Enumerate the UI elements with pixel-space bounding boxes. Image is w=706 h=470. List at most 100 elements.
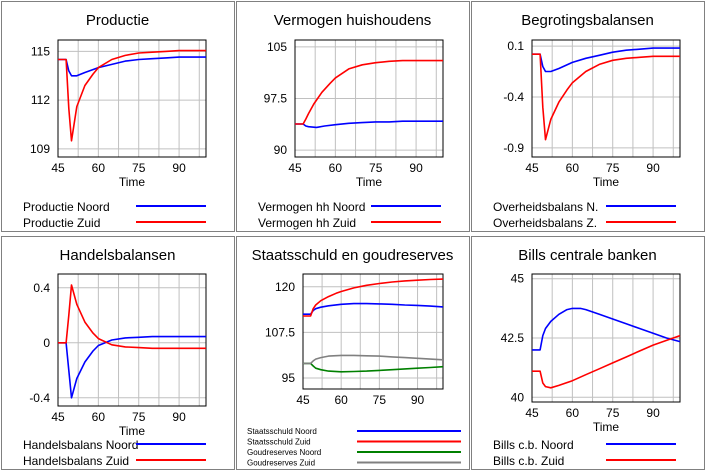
series-line-1 bbox=[58, 284, 206, 350]
legend-label: Staatsschuld Noord bbox=[247, 427, 317, 436]
x-tick-label: 90 bbox=[646, 161, 660, 175]
x-tick-label: 45 bbox=[288, 161, 302, 175]
x-tick-label: 60 bbox=[92, 410, 106, 424]
series-line-1 bbox=[532, 53, 680, 141]
x-tick-label: 45 bbox=[51, 410, 65, 424]
series-line-2 bbox=[303, 362, 444, 373]
chart-title: Productie bbox=[86, 12, 149, 29]
series-line-1 bbox=[58, 49, 206, 142]
plot-area bbox=[58, 274, 206, 406]
y-tick-label: 107.5 bbox=[265, 325, 295, 339]
legend-label: Overheidsbalans Z. bbox=[493, 216, 597, 230]
y-tick-label: 109 bbox=[30, 142, 50, 156]
x-tick-label: 90 bbox=[409, 161, 423, 175]
chart-title: Begrotingsbalansen bbox=[521, 12, 654, 29]
y-tick-label: 0.1 bbox=[507, 39, 524, 53]
x-tick-label: 75 bbox=[132, 161, 146, 175]
x-axis-label: Time bbox=[593, 175, 620, 189]
x-axis-label: Time bbox=[119, 424, 146, 438]
x-tick-label: 75 bbox=[606, 161, 620, 175]
y-tick-label: 0 bbox=[43, 336, 50, 350]
y-tick-label: 95 bbox=[282, 371, 296, 385]
x-tick-label: 60 bbox=[566, 406, 580, 420]
legend: Handelsbalans Noord Handelsbalans Zuid bbox=[23, 438, 206, 468]
legend: Bills c.b. Noord Bills c.b. Zuid bbox=[493, 438, 676, 468]
y-tick-label: 97.5 bbox=[264, 92, 288, 106]
x-tick-label: 45 bbox=[51, 161, 65, 175]
legend-label: Overheidsbalans N. bbox=[493, 200, 598, 214]
chart-title: Staatsschuld en goudreserves bbox=[252, 247, 454, 264]
y-tick-label: 42.5 bbox=[501, 331, 525, 345]
y-tick-label: 105 bbox=[267, 40, 287, 54]
plot-frame bbox=[294, 39, 444, 158]
series-line-0 bbox=[532, 47, 680, 73]
legend-label: Bills c.b. Noord bbox=[493, 438, 574, 452]
y-tick-label: 90 bbox=[274, 143, 288, 157]
y-tick-label: -0.4 bbox=[503, 90, 524, 104]
y-tick-label: 45 bbox=[511, 272, 525, 286]
legend-label: Vermogen hh Noord bbox=[258, 200, 365, 214]
chart-title: Handelsbalansen bbox=[60, 247, 176, 264]
plot-frame bbox=[57, 39, 207, 158]
x-axis-label: Time bbox=[593, 420, 620, 434]
x-tick-label: 90 bbox=[172, 161, 186, 175]
x-tick-label: 90 bbox=[172, 410, 186, 424]
legend-label: Goudreserves Zuid bbox=[247, 459, 315, 468]
x-tick-label: 45 bbox=[296, 393, 310, 407]
x-tick-label: 75 bbox=[606, 406, 620, 420]
plot-frame bbox=[531, 39, 681, 158]
series-line-1 bbox=[532, 334, 681, 389]
x-tick-label: 60 bbox=[566, 161, 580, 175]
y-tick-label: -0.4 bbox=[29, 391, 50, 405]
chart-panel-4: Staatsschuld en goudreserves 120 107.5 9545… bbox=[236, 236, 470, 470]
y-tick-label: 0.4 bbox=[33, 281, 50, 295]
legend: Productie Noord Productie Zuid bbox=[23, 200, 206, 230]
y-tick-label: 112 bbox=[31, 93, 50, 107]
x-tick-label: 45 bbox=[525, 161, 539, 175]
legend-label: Vermogen hh Zuid bbox=[258, 216, 356, 230]
legend-label: Goudreserves Noord bbox=[247, 448, 321, 457]
chart-panel-2: Begrotingsbalansen 0.1 -0.4 -0.945 60 75 90 Tim… bbox=[471, 1, 705, 232]
series-line-3 bbox=[303, 354, 444, 365]
y-tick-label: 40 bbox=[511, 390, 525, 404]
legend: Vermogen hh Noord Vermogen hh Zuid bbox=[258, 200, 441, 230]
series-line-0 bbox=[295, 120, 443, 129]
y-tick-label: 120 bbox=[275, 280, 295, 294]
chart-title: Vermogen huishoudens bbox=[274, 12, 432, 29]
y-tick-label: 115 bbox=[31, 44, 50, 58]
x-tick-label: 90 bbox=[646, 406, 660, 420]
legend-label: Handelsbalans Zuid bbox=[23, 454, 129, 468]
x-axis-label: Time bbox=[356, 175, 383, 189]
x-tick-label: 75 bbox=[369, 161, 383, 175]
plot-area bbox=[532, 40, 680, 157]
legend-label: Bills c.b. Zuid bbox=[493, 454, 564, 468]
series-line-0 bbox=[58, 335, 206, 399]
legend-label: Handelsbalans Noord bbox=[23, 438, 138, 452]
x-tick-label: 60 bbox=[92, 161, 106, 175]
legend-label: Productie Noord bbox=[23, 200, 110, 214]
plot-frame bbox=[531, 273, 681, 403]
legend: Overheidsbalans N. Overheidsbalans Z. bbox=[493, 200, 676, 230]
series-line-1 bbox=[295, 59, 443, 125]
legend-label: Staatsschuld Zuid bbox=[247, 438, 311, 447]
series-line-0 bbox=[532, 307, 681, 351]
legend-label: Productie Zuid bbox=[23, 216, 100, 230]
series-line-0 bbox=[58, 56, 206, 77]
x-tick-label: 60 bbox=[335, 393, 349, 407]
x-axis-label: Time bbox=[119, 175, 146, 189]
series-line-1 bbox=[303, 278, 444, 317]
y-tick-label: -0.9 bbox=[503, 141, 524, 155]
chart-title: Bills centrale banken bbox=[518, 247, 656, 264]
x-tick-label: 75 bbox=[373, 393, 387, 407]
x-tick-label: 90 bbox=[411, 393, 425, 407]
x-tick-label: 60 bbox=[329, 161, 343, 175]
plot-frame bbox=[302, 273, 444, 390]
x-tick-label: 45 bbox=[525, 406, 539, 420]
plot-area bbox=[303, 274, 443, 389]
